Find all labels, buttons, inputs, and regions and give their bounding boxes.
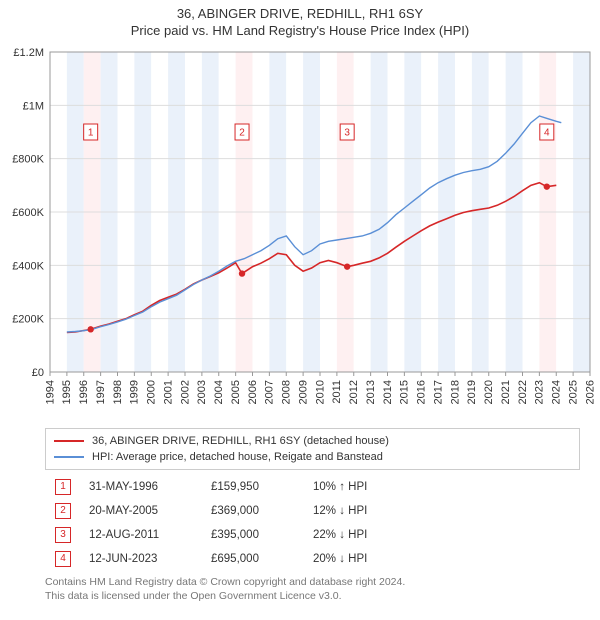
svg-text:£800K: £800K xyxy=(12,154,44,166)
svg-text:£200K: £200K xyxy=(12,314,44,326)
svg-text:2023: 2023 xyxy=(534,380,546,404)
footer-line-1: Contains HM Land Registry data © Crown c… xyxy=(45,576,580,590)
transaction-price: £695,000 xyxy=(203,548,303,570)
svg-text:2009: 2009 xyxy=(297,380,309,404)
chart-svg: £0 £200K £400K £600K £800K £1M £1.2M 1994 1995 19… xyxy=(0,42,600,422)
svg-text:2001: 2001 xyxy=(162,380,174,404)
transaction-delta: 22% ↓ HPI xyxy=(305,524,375,546)
table-row: 4 12-JUN-2023£695,00020% ↓ HPI xyxy=(47,548,375,570)
chart-title: 36, ABINGER DRIVE, REDHILL, RH1 6SY xyxy=(0,0,600,21)
svg-text:2020: 2020 xyxy=(483,380,495,404)
svg-text:2000: 2000 xyxy=(146,380,158,404)
transaction-price: £159,950 xyxy=(203,476,303,498)
svg-text:2014: 2014 xyxy=(382,380,394,404)
transaction-price: £369,000 xyxy=(203,500,303,522)
svg-text:2007: 2007 xyxy=(264,380,276,404)
chart-container: 36, ABINGER DRIVE, REDHILL, RH1 6SY Pric… xyxy=(0,0,600,620)
footer-attribution: Contains HM Land Registry data © Crown c… xyxy=(45,576,580,603)
svg-text:1999: 1999 xyxy=(129,380,141,404)
svg-text:£600K: £600K xyxy=(12,207,44,219)
svg-text:2012: 2012 xyxy=(348,380,360,404)
transaction-delta: 12% ↓ HPI xyxy=(305,500,375,522)
svg-text:2002: 2002 xyxy=(179,380,191,404)
table-row: 3 12-AUG-2011£395,00022% ↓ HPI xyxy=(47,524,375,546)
table-row: 2 20-MAY-2005£369,00012% ↓ HPI xyxy=(47,500,375,522)
transaction-delta: 10% ↑ HPI xyxy=(305,476,375,498)
legend-label: HPI: Average price, detached house, Reig… xyxy=(92,451,383,463)
svg-text:1: 1 xyxy=(88,128,94,139)
svg-text:2024: 2024 xyxy=(551,380,563,404)
table-row: 1 31-MAY-1996£159,95010% ↑ HPI xyxy=(47,476,375,498)
svg-text:3: 3 xyxy=(344,128,350,139)
chart-subtitle: Price paid vs. HM Land Registry's House … xyxy=(0,21,600,42)
svg-text:2006: 2006 xyxy=(247,380,259,404)
svg-text:2: 2 xyxy=(239,128,245,139)
svg-text:£1M: £1M xyxy=(23,100,44,112)
svg-text:2021: 2021 xyxy=(500,380,512,404)
svg-text:2022: 2022 xyxy=(517,380,529,404)
transaction-marker: 3 xyxy=(55,527,71,543)
svg-text:4: 4 xyxy=(544,128,550,139)
svg-text:1994: 1994 xyxy=(44,380,56,404)
svg-text:£1.2M: £1.2M xyxy=(13,47,44,59)
svg-text:2017: 2017 xyxy=(432,380,444,404)
svg-text:£400K: £400K xyxy=(12,260,44,272)
transactions-table: 1 31-MAY-1996£159,95010% ↑ HPI 2 20-MAY-200… xyxy=(45,474,377,572)
transaction-marker: 4 xyxy=(55,551,71,567)
transaction-marker: 2 xyxy=(55,503,71,519)
svg-text:2010: 2010 xyxy=(314,380,326,404)
svg-text:2004: 2004 xyxy=(213,380,225,404)
transaction-price: £395,000 xyxy=(203,524,303,546)
svg-text:2003: 2003 xyxy=(196,380,208,404)
svg-text:1997: 1997 xyxy=(95,380,107,404)
legend-item: HPI: Average price, detached house, Reig… xyxy=(54,449,571,465)
svg-text:2005: 2005 xyxy=(230,380,242,404)
transaction-marker: 1 xyxy=(55,479,71,495)
legend-item: 36, ABINGER DRIVE, REDHILL, RH1 6SY (det… xyxy=(54,433,571,449)
svg-text:£0: £0 xyxy=(32,367,44,379)
legend-box: 36, ABINGER DRIVE, REDHILL, RH1 6SY (det… xyxy=(45,428,580,470)
svg-text:1998: 1998 xyxy=(112,380,124,404)
transaction-date: 12-AUG-2011 xyxy=(81,524,201,546)
svg-text:2018: 2018 xyxy=(449,380,461,404)
transaction-date: 12-JUN-2023 xyxy=(81,548,201,570)
svg-text:1995: 1995 xyxy=(61,380,73,404)
legend-swatch xyxy=(54,456,84,458)
svg-text:2016: 2016 xyxy=(416,380,428,404)
transaction-date: 20-MAY-2005 xyxy=(81,500,201,522)
svg-text:2026: 2026 xyxy=(584,380,596,404)
svg-text:2011: 2011 xyxy=(331,380,343,404)
svg-text:2019: 2019 xyxy=(466,380,478,404)
footer-line-2: This data is licensed under the Open Gov… xyxy=(45,590,580,604)
transaction-date: 31-MAY-1996 xyxy=(81,476,201,498)
transaction-delta: 20% ↓ HPI xyxy=(305,548,375,570)
svg-text:2008: 2008 xyxy=(281,380,293,404)
chart-plot-area: £0 £200K £400K £600K £800K £1M £1.2M 1994 1995 19… xyxy=(0,42,600,422)
svg-text:1996: 1996 xyxy=(78,380,90,404)
legend-swatch xyxy=(54,440,84,442)
svg-text:2013: 2013 xyxy=(365,380,377,404)
svg-text:2025: 2025 xyxy=(567,380,579,404)
legend-label: 36, ABINGER DRIVE, REDHILL, RH1 6SY (det… xyxy=(92,435,389,447)
svg-text:2015: 2015 xyxy=(399,380,411,404)
